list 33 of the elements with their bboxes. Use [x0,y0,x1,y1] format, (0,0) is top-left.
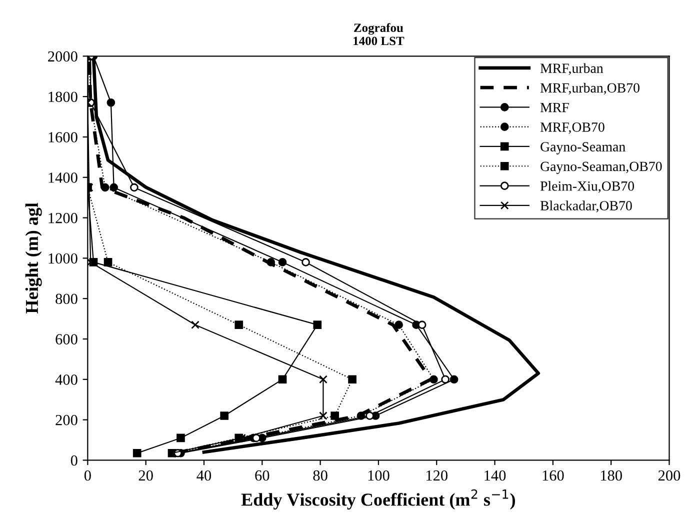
y-tick-label: 600 [56,334,78,344]
y-tick-label: 1200 [48,212,78,224]
legend-label: MRF,urban,OB70 [540,82,640,95]
legend-label: MRF,urban [540,63,604,75]
legend-label: Pleim-Xiu,OB70 [540,181,634,193]
y-tick-label: 0 [70,455,78,466]
x-tick-label: 100 [368,470,390,481]
y-tick-label: 1800 [48,92,78,102]
x-axis-title: Eddy Viscosity Coefficient (m$^{2}$ s$^{−1}$) [241,489,515,510]
x-tick-label: 60 [255,470,270,481]
y-tick-label: 1000 [48,253,78,264]
legend-label: MRF [540,102,569,112]
legend-label: Blackadar,OB70 [540,200,632,212]
y-axis-title: Height (m) agl [25,202,42,314]
y-tick-label: 1600 [48,132,78,142]
x-tick-label: 160 [542,470,564,481]
x-tick-label: 200 [658,470,680,481]
x-tick-label: 120 [426,470,448,481]
y-tick-label: 800 [56,294,78,304]
legend-label: Gayno-Seaman [540,142,626,154]
y-tick-label: 1400 [48,172,78,183]
y-tick-label: 200 [56,414,78,426]
chart-title: Zografou 1400 LST [354,23,404,46]
legend-label: MRF,OB70 [540,122,604,134]
x-tick-label: 0 [84,470,91,481]
x-tick-label: 180 [600,470,622,481]
y-tick-label: 400 [55,374,78,385]
x-tick-label: 140 [484,470,506,481]
x-tick-label: 40 [196,470,212,481]
x-tick-label: 20 [138,470,153,481]
y-tick-label: 2000 [48,51,78,62]
legend-label: Gayno-Seaman,OB70 [540,162,662,174]
x-tick-label: 80 [313,470,328,481]
